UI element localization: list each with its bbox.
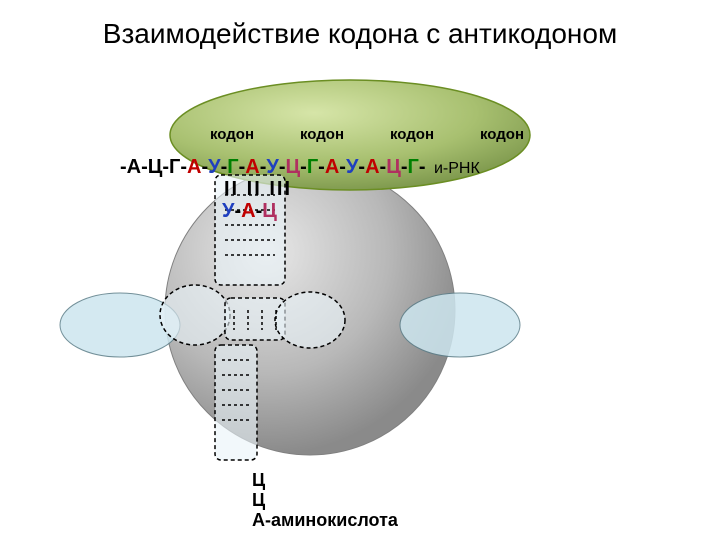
amino-acid-label: -аминокислота [265,510,398,530]
cca-1: Ц [252,470,398,490]
anticodon: У-А-Ц [222,200,277,223]
cca-2: Ц [252,490,398,510]
page-title: Взаимодействие кодона с антикодоном [0,18,720,50]
codon-label-2: кодон [300,126,344,143]
diagram-svg [0,60,720,540]
side-lobe-right [400,293,520,357]
codon-label-3: кодон [390,126,434,143]
codon-label-4: кодон [480,126,524,143]
cca-end: Ц Ц А-аминокислота [252,470,398,530]
cca-3: А [252,510,265,530]
diagram-stage: кодон кодон кодон кодон -А-Ц-Г-А-У-Г-А-У… [0,60,720,540]
codon-label-1: кодон [210,126,254,143]
pairing-bars: II II III [224,178,292,201]
